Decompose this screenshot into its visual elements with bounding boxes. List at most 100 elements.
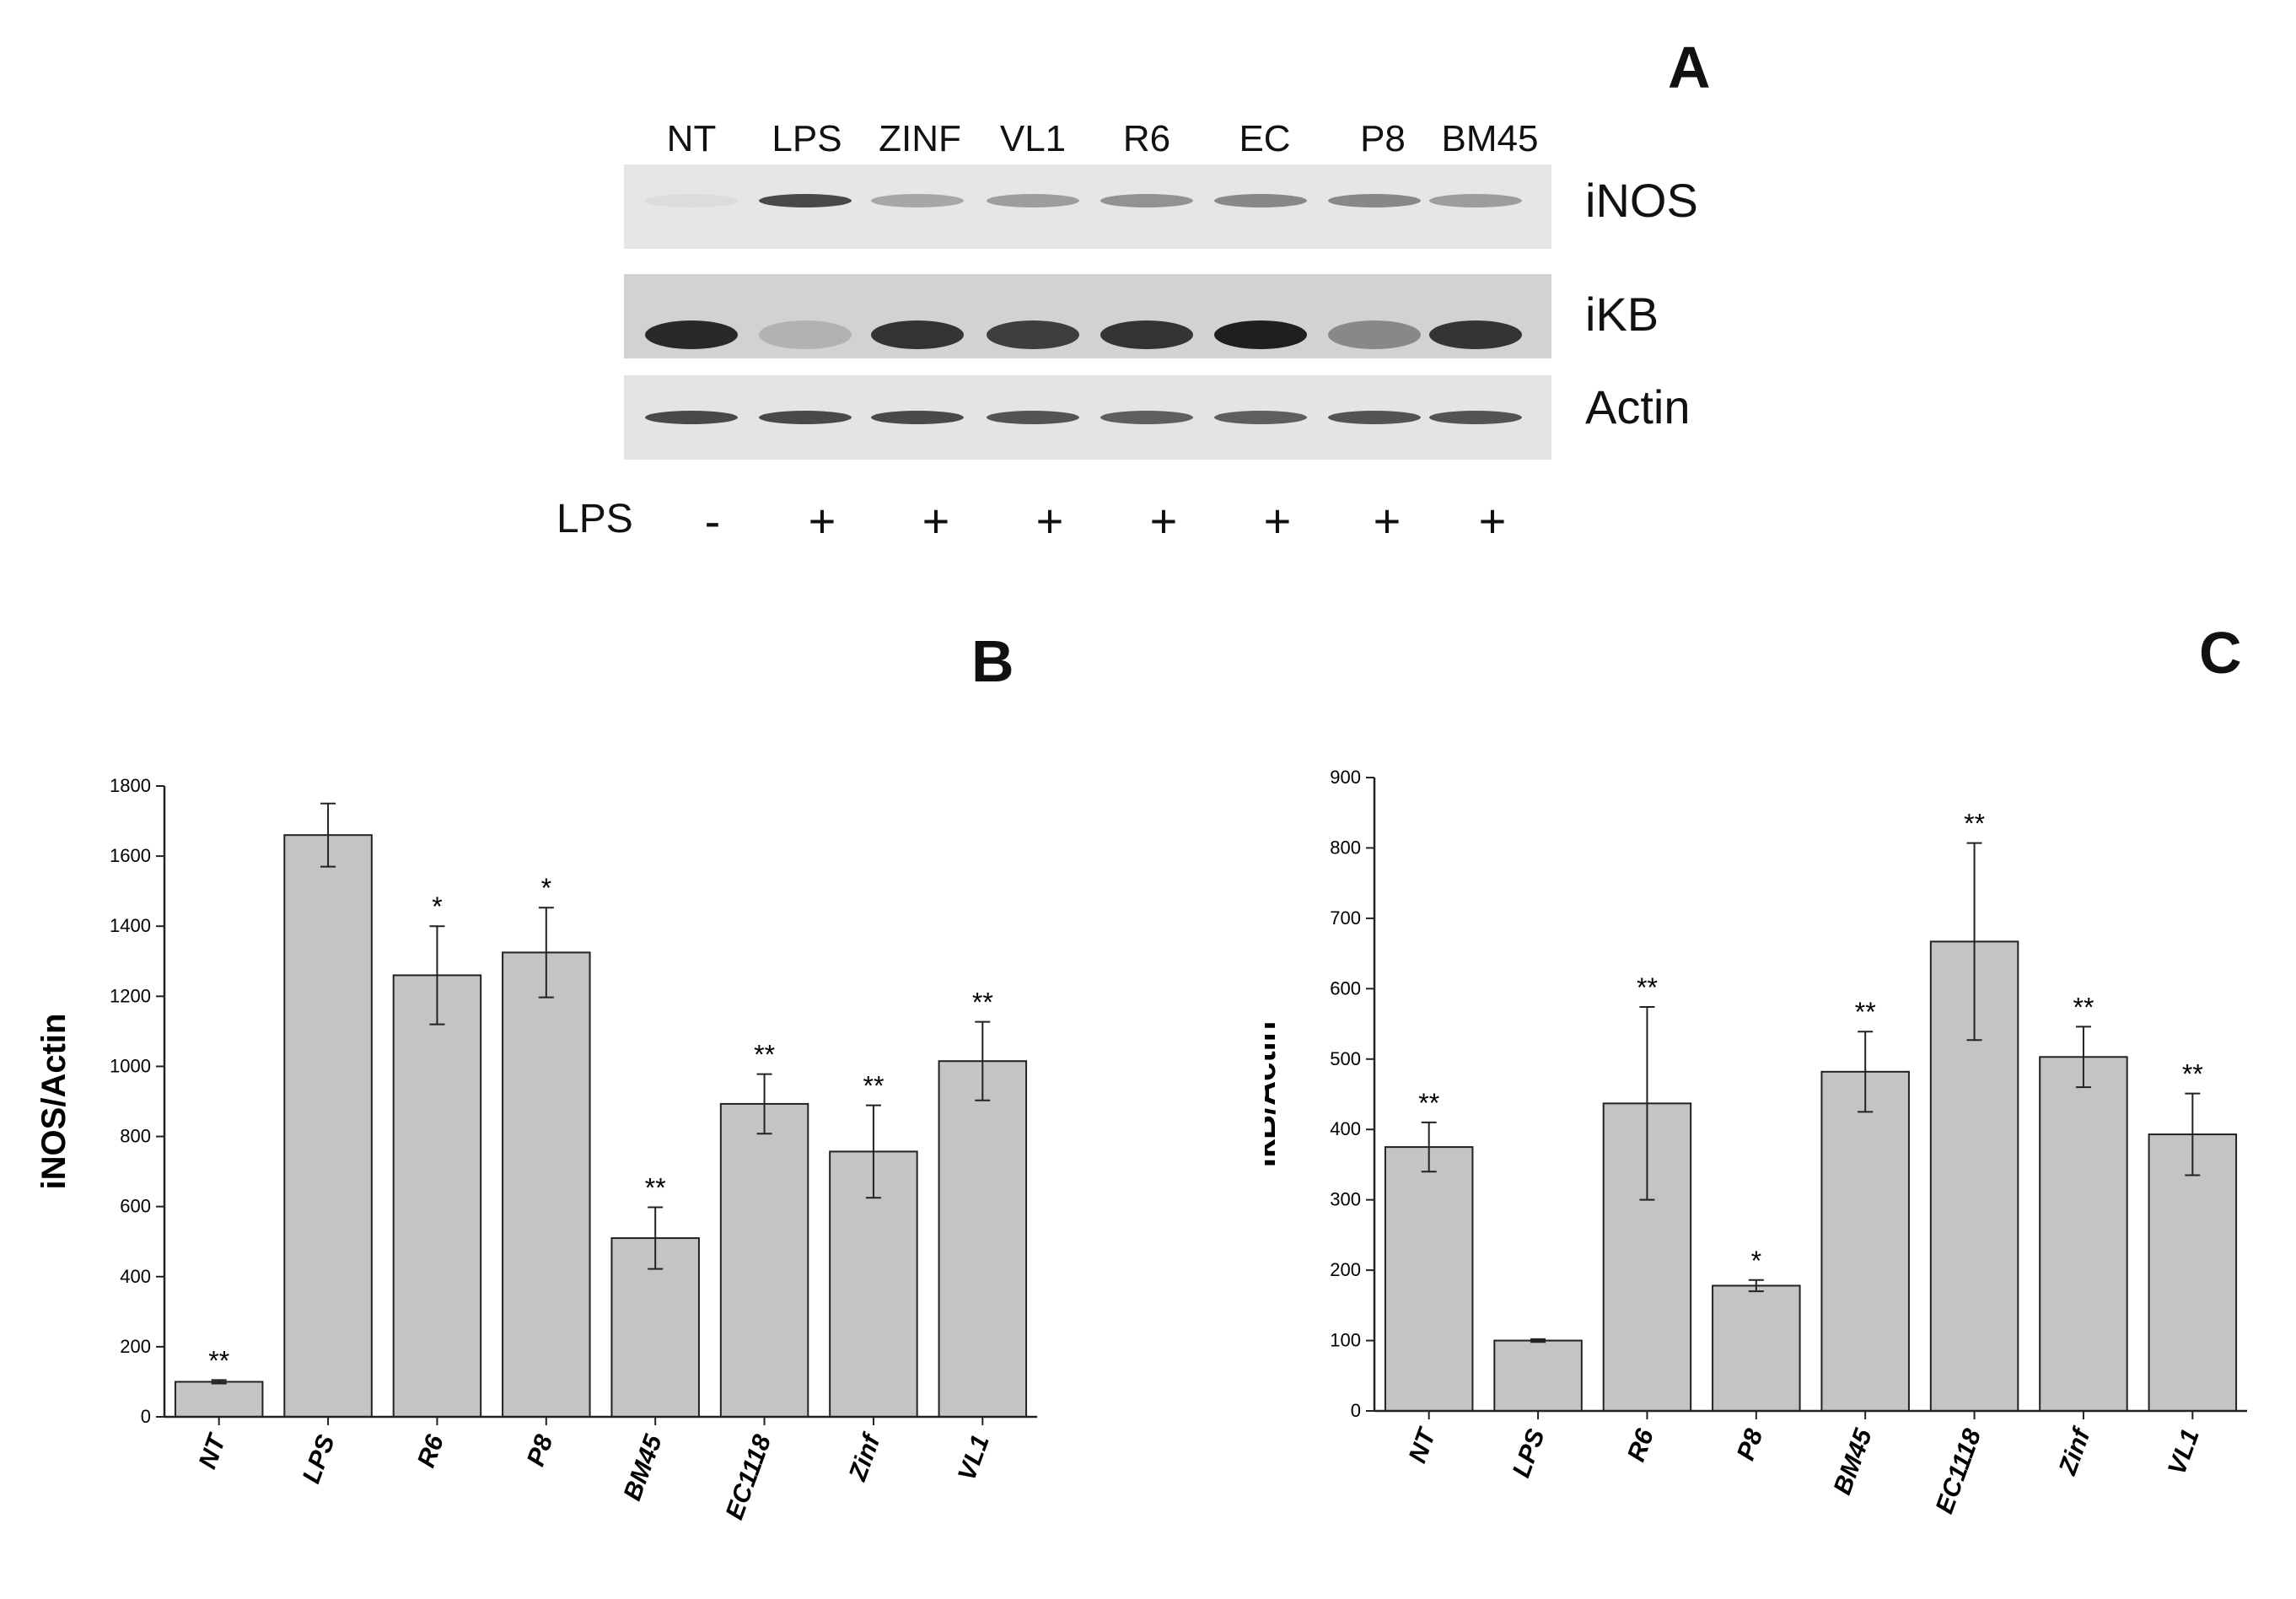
x-tick-label: BM45 xyxy=(618,1430,668,1505)
y-tick-label: 400 xyxy=(1330,1118,1361,1139)
blot-band xyxy=(759,194,852,207)
panel-a-letter: A xyxy=(1668,35,1711,100)
y-axis-label: iNOS/Actin xyxy=(35,1014,73,1190)
significance-marker: ** xyxy=(863,1071,884,1101)
significance-marker: ** xyxy=(208,1345,229,1376)
bar-p8 xyxy=(1712,1284,1801,1412)
x-tick-label: NT xyxy=(194,1429,233,1472)
lps-sign: - xyxy=(704,494,721,547)
blot-band xyxy=(871,320,964,349)
significance-marker: ** xyxy=(1637,972,1658,1003)
bar-r6 xyxy=(392,974,482,1418)
blot-band xyxy=(1100,194,1193,207)
blot-band xyxy=(645,411,738,424)
significance-marker: ** xyxy=(754,1040,775,1070)
x-tick-label: Zinf xyxy=(2053,1423,2096,1479)
x-tick-label: VL1 xyxy=(953,1431,995,1484)
significance-marker: ** xyxy=(1855,997,1876,1027)
significance-marker: ** xyxy=(2073,992,2094,1022)
band-label-inos: iNOS xyxy=(1585,174,1698,227)
blot-band xyxy=(1214,411,1307,424)
blot-band xyxy=(1328,411,1421,424)
x-tick-label: LPS xyxy=(298,1431,341,1487)
blot-band xyxy=(645,194,738,207)
lane-label-ec: EC xyxy=(1239,118,1291,159)
lps-sign: + xyxy=(808,494,836,547)
y-tick-label: 1000 xyxy=(110,1055,151,1076)
blot-band xyxy=(1214,320,1307,349)
y-tick-label: 800 xyxy=(120,1126,151,1147)
lane-label-zinf: ZINF xyxy=(879,118,961,159)
significance-marker: * xyxy=(1751,1246,1761,1276)
lps-sign: + xyxy=(922,494,950,547)
y-tick-label: 1800 xyxy=(110,775,151,796)
lps-sign: + xyxy=(1035,494,1064,547)
lane-label-nt: NT xyxy=(666,118,717,159)
y-tick-label: 300 xyxy=(1330,1189,1361,1210)
lps-sign: + xyxy=(1373,494,1401,547)
panel-b-letter: B xyxy=(971,628,1014,694)
y-tick-label: 200 xyxy=(120,1336,151,1357)
lane-label-vl1: VL1 xyxy=(999,118,1067,159)
y-tick-label: 200 xyxy=(1330,1259,1361,1280)
blot-band xyxy=(1100,411,1193,424)
blot-band xyxy=(645,320,738,349)
x-tick-label: VL1 xyxy=(2163,1425,2205,1478)
significance-marker: ** xyxy=(645,1172,666,1203)
blot-band xyxy=(871,411,964,424)
significance-marker: ** xyxy=(1418,1088,1439,1118)
lane-label-p8: P8 xyxy=(1360,118,1406,159)
x-tick-label: R6 xyxy=(1622,1425,1659,1466)
lps-sign: + xyxy=(1478,494,1507,547)
x-tick-label: EC1118 xyxy=(1931,1425,1987,1517)
blot-band xyxy=(1429,320,1522,349)
y-tick-label: 0 xyxy=(141,1406,151,1427)
y-axis-label: IkB/Actin xyxy=(1265,1021,1282,1167)
bar-p8 xyxy=(502,951,591,1418)
x-tick-label: P8 xyxy=(522,1431,559,1470)
blot-band xyxy=(987,411,1079,424)
blot-strip-inos xyxy=(624,164,1551,249)
x-tick-label: EC1118 xyxy=(721,1431,777,1523)
bar-lps xyxy=(283,834,373,1418)
significance-marker: ** xyxy=(1964,809,1985,839)
lane-label-lps: LPS xyxy=(772,118,842,159)
ikb-bar-chart: IkB/Actin 0 100 200 300 400 500 600 700 800 900 ** N… xyxy=(1265,767,2247,1517)
lps-sign: + xyxy=(1149,494,1178,547)
y-tick-label: 0 xyxy=(1351,1400,1361,1421)
blot-band xyxy=(1429,411,1522,424)
y-tick-label: 100 xyxy=(1330,1330,1361,1351)
bar-bm45 xyxy=(1820,1070,1910,1412)
y-tick-label: 1600 xyxy=(110,845,151,866)
x-tick-label: R6 xyxy=(412,1431,449,1472)
blot-band xyxy=(987,320,1079,349)
x-tick-label: NT xyxy=(1404,1424,1443,1467)
y-tick-label: 400 xyxy=(120,1266,151,1287)
y-tick-label: 800 xyxy=(1330,837,1361,858)
x-tick-label: LPS xyxy=(1508,1425,1551,1481)
significance-marker: ** xyxy=(2182,1059,2203,1090)
significance-marker: * xyxy=(432,891,442,922)
blot-band xyxy=(759,411,852,424)
blot-band xyxy=(1429,194,1522,207)
lane-label-r6: R6 xyxy=(1122,118,1171,159)
y-tick-label: 900 xyxy=(1330,767,1361,788)
band-label-actin: Actin xyxy=(1585,380,1691,433)
bar-zinf xyxy=(2039,1056,2128,1412)
y-tick-label: 700 xyxy=(1330,907,1361,929)
blot-band xyxy=(1100,320,1193,349)
bar-nt xyxy=(174,1381,264,1419)
bar-vl1 xyxy=(938,1060,1028,1418)
y-tick-label: 600 xyxy=(1330,977,1361,999)
band-label-ikb: iKB xyxy=(1585,288,1659,341)
y-tick-label: 1200 xyxy=(110,985,151,1006)
x-tick-label: Zinf xyxy=(843,1429,886,1485)
lps-sign: + xyxy=(1263,494,1292,547)
significance-marker: ** xyxy=(972,988,993,1018)
blot-band xyxy=(871,194,964,207)
inos-bar-chart: iNOS/Actin 0 200 400 600 800 1000 1200 1400 1600 1… xyxy=(35,775,1037,1523)
y-tick-label: 600 xyxy=(120,1196,151,1217)
x-tick-label: P8 xyxy=(1732,1425,1769,1464)
panel-c-letter: C xyxy=(2199,620,2242,686)
y-tick-label: 500 xyxy=(1330,1048,1361,1069)
